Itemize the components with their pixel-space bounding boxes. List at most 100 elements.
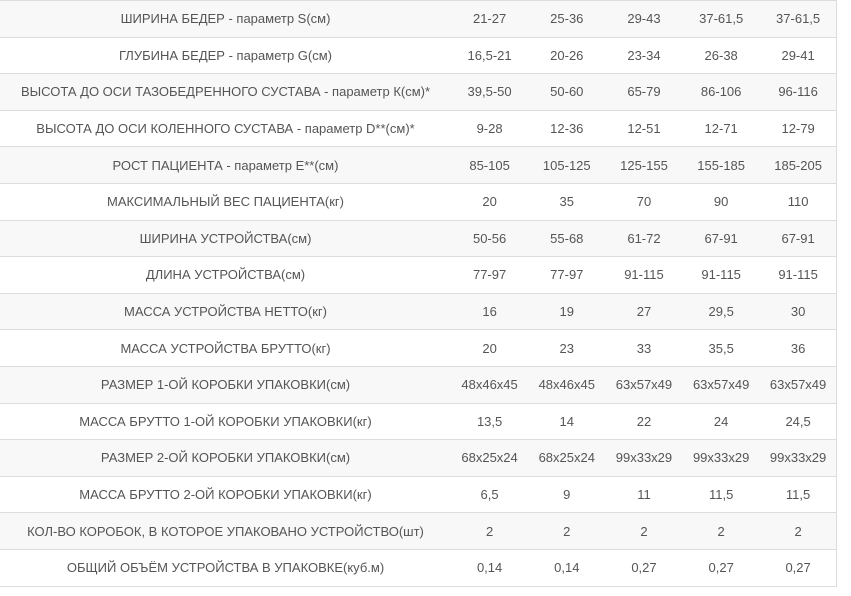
row-parameter-label: МАКСИМАЛЬНЫЙ ВЕС ПАЦИЕНТА(кг) [0,183,451,221]
row-value-size-4: 12-71 [682,110,760,148]
row-parameter-label: РОСТ ПАЦИЕНТА - параметр Е**(см) [0,146,451,184]
row-value-size-5: 12-79 [759,110,837,148]
specs-table-body: ШИРИНА БЕДЕР - параметр S(см) 21-27 25-3… [0,0,837,587]
row-value-size-2: 20-26 [528,37,606,75]
table-row: КОЛ-ВО КОРОБОК, В КОТОРОЕ УПАКОВАНО УСТР… [0,512,837,550]
row-value-size-4: 11,5 [682,476,760,514]
table-row: МАССА УСТРОЙСТВА БРУТТО(кг) 20 23 33 35,… [0,329,837,367]
row-value-size-2: 35 [528,183,606,221]
row-value-size-3: 12-51 [605,110,683,148]
row-value-size-3: 0,27 [605,549,683,587]
row-value-size-4: 26-38 [682,37,760,75]
row-parameter-label: ГЛУБИНА БЕДЕР - параметр G(см) [0,37,451,75]
row-value-size-2: 19 [528,293,606,331]
table-row: ДЛИНА УСТРОЙСТВА(см) 77-97 77-97 91-115 … [0,256,837,294]
row-value-size-4: 37-61,5 [682,0,760,38]
row-value-size-5: 2 [759,512,837,550]
row-value-size-3: 2 [605,512,683,550]
table-row: РАЗМЕР 2-ОЙ КОРОБКИ УПАКОВКИ(см) 68x25x2… [0,439,837,477]
table-row: ГЛУБИНА БЕДЕР - параметр G(см) 16,5-21 2… [0,37,837,75]
row-value-size-5: 185-205 [759,146,837,184]
row-value-size-5: 29-41 [759,37,837,75]
row-value-size-2: 50-60 [528,73,606,111]
row-value-size-2: 77-97 [528,256,606,294]
row-value-size-1: 16,5-21 [451,37,529,75]
row-value-size-5: 37-61,5 [759,0,837,38]
row-value-size-5: 0,27 [759,549,837,587]
table-row: ВЫСОТА ДО ОСИ КОЛЕННОГО СУСТАВА - параме… [0,110,837,148]
row-value-size-1: 20 [451,183,529,221]
row-value-size-3: 23-34 [605,37,683,75]
row-parameter-label: МАССА УСТРОЙСТВА НЕТТО(кг) [0,293,451,331]
row-value-size-4: 155-185 [682,146,760,184]
table-row: ОБЩИЙ ОБЪЁМ УСТРОЙСТВА В УПАКОВКЕ(куб.м)… [0,549,837,587]
row-parameter-label: ДЛИНА УСТРОЙСТВА(см) [0,256,451,294]
row-parameter-label: ШИРИНА БЕДЕР - параметр S(см) [0,0,451,38]
table-row: МАССА БРУТТО 2-ОЙ КОРОБКИ УПАКОВКИ(кг) 6… [0,476,837,514]
row-parameter-label: ОБЩИЙ ОБЪЁМ УСТРОЙСТВА В УПАКОВКЕ(куб.м) [0,549,451,587]
row-value-size-3: 11 [605,476,683,514]
row-value-size-3: 63x57x49 [605,366,683,404]
row-value-size-2: 105-125 [528,146,606,184]
row-value-size-1: 6,5 [451,476,529,514]
row-value-size-4: 63x57x49 [682,366,760,404]
row-value-size-1: 20 [451,329,529,367]
table-row: МАССА БРУТТО 1-ОЙ КОРОБКИ УПАКОВКИ(кг) 1… [0,403,837,441]
row-parameter-label: ШИРИНА УСТРОЙСТВА(см) [0,220,451,258]
row-value-size-1: 48x46x45 [451,366,529,404]
table-row: ШИРИНА УСТРОЙСТВА(см) 50-56 55-68 61-72 … [0,220,837,258]
row-value-size-1: 9-28 [451,110,529,148]
row-value-size-4: 35,5 [682,329,760,367]
table-row: ВЫСОТА ДО ОСИ ТАЗОБЕДРЕННОГО СУСТАВА - п… [0,73,837,111]
row-value-size-3: 27 [605,293,683,331]
row-value-size-3: 125-155 [605,146,683,184]
row-value-size-2: 68x25x24 [528,439,606,477]
row-value-size-1: 39,5-50 [451,73,529,111]
row-parameter-label: ВЫСОТА ДО ОСИ КОЛЕННОГО СУСТАВА - параме… [0,110,451,148]
row-value-size-5: 91-115 [759,256,837,294]
row-value-size-5: 30 [759,293,837,331]
row-value-size-2: 0,14 [528,549,606,587]
row-value-size-2: 2 [528,512,606,550]
table-row: РОСТ ПАЦИЕНТА - параметр Е**(см) 85-105 … [0,146,837,184]
row-value-size-1: 68x25x24 [451,439,529,477]
row-value-size-4: 99x33x29 [682,439,760,477]
row-value-size-5: 36 [759,329,837,367]
row-value-size-3: 29-43 [605,0,683,38]
row-value-size-2: 12-36 [528,110,606,148]
row-value-size-3: 70 [605,183,683,221]
row-value-size-5: 63x57x49 [759,366,837,404]
row-value-size-3: 99x33x29 [605,439,683,477]
row-value-size-4: 67-91 [682,220,760,258]
row-parameter-label: МАССА БРУТТО 1-ОЙ КОРОБКИ УПАКОВКИ(кг) [0,403,451,441]
row-value-size-5: 67-91 [759,220,837,258]
row-value-size-1: 21-27 [451,0,529,38]
row-value-size-3: 91-115 [605,256,683,294]
row-parameter-label: РАЗМЕР 2-ОЙ КОРОБКИ УПАКОВКИ(см) [0,439,451,477]
table-row: МАССА УСТРОЙСТВА НЕТТО(кг) 16 19 27 29,5… [0,293,837,331]
row-value-size-5: 96-116 [759,73,837,111]
row-value-size-5: 110 [759,183,837,221]
row-value-size-1: 50-56 [451,220,529,258]
row-parameter-label: РАЗМЕР 1-ОЙ КОРОБКИ УПАКОВКИ(см) [0,366,451,404]
row-value-size-4: 2 [682,512,760,550]
row-value-size-1: 16 [451,293,529,331]
row-parameter-label: КОЛ-ВО КОРОБОК, В КОТОРОЕ УПАКОВАНО УСТР… [0,512,451,550]
row-value-size-4: 90 [682,183,760,221]
row-value-size-4: 24 [682,403,760,441]
row-value-size-1: 2 [451,512,529,550]
row-value-size-3: 22 [605,403,683,441]
row-value-size-1: 85-105 [451,146,529,184]
row-value-size-2: 25-36 [528,0,606,38]
row-value-size-4: 0,27 [682,549,760,587]
row-value-size-3: 61-72 [605,220,683,258]
row-value-size-4: 29,5 [682,293,760,331]
row-parameter-label: ВЫСОТА ДО ОСИ ТАЗОБЕДРЕННОГО СУСТАВА - п… [0,73,451,111]
row-value-size-3: 65-79 [605,73,683,111]
row-value-size-5: 11,5 [759,476,837,514]
row-value-size-2: 9 [528,476,606,514]
row-value-size-1: 77-97 [451,256,529,294]
table-row: ШИРИНА БЕДЕР - параметр S(см) 21-27 25-3… [0,0,837,38]
table-row: РАЗМЕР 1-ОЙ КОРОБКИ УПАКОВКИ(см) 48x46x4… [0,366,837,404]
row-parameter-label: МАССА УСТРОЙСТВА БРУТТО(кг) [0,329,451,367]
